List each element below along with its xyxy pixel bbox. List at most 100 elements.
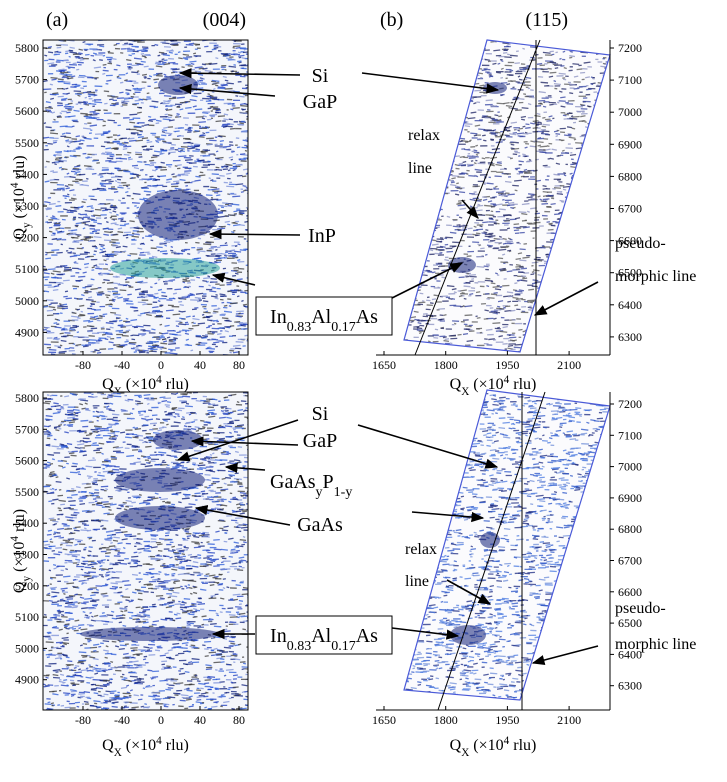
map-speckle — [433, 338, 438, 339]
map-speckle — [170, 50, 173, 51]
map-speckle — [514, 224, 520, 225]
map-speckle — [232, 292, 237, 293]
map-speckle — [401, 61, 406, 62]
map-speckle — [392, 161, 398, 162]
map-speckle — [572, 196, 577, 197]
map-speckle — [105, 152, 112, 153]
map-speckle — [541, 133, 549, 134]
map-speckle — [556, 136, 558, 137]
map-speckle — [540, 325, 545, 326]
map-speckle — [70, 156, 77, 157]
map-speckle — [144, 55, 151, 56]
map-speckle — [51, 277, 56, 278]
map-speckle — [107, 337, 111, 338]
map-speckle — [70, 327, 77, 328]
map-speckle — [385, 51, 390, 52]
map-speckle — [546, 343, 552, 344]
map-speckle — [129, 44, 133, 45]
map-speckle — [485, 254, 487, 255]
map-speckle — [411, 185, 413, 186]
map-speckle — [433, 80, 437, 81]
map-speckle — [48, 47, 52, 48]
map-speckle — [212, 174, 219, 175]
map-speckle — [459, 42, 463, 43]
map-speckle — [551, 204, 556, 205]
map-speckle — [206, 282, 208, 283]
map-speckle — [91, 309, 95, 310]
map-speckle — [198, 251, 206, 252]
map-speckle — [94, 237, 102, 238]
map-speckle — [521, 268, 527, 269]
map-speckle — [601, 352, 603, 353]
map-speckle — [610, 227, 618, 228]
map-speckle — [229, 157, 233, 158]
map-speckle — [199, 82, 205, 83]
map-speckle — [411, 219, 417, 220]
map-speckle — [82, 137, 86, 138]
map-peak — [138, 190, 218, 240]
map-speckle — [225, 80, 228, 81]
map-speckle — [66, 188, 70, 189]
map-speckle — [380, 96, 386, 97]
map-speckle — [465, 306, 473, 307]
map-speckle — [517, 280, 522, 281]
map-speckle — [451, 178, 455, 179]
map-speckle — [396, 345, 398, 346]
map-speckle — [398, 178, 401, 179]
map-speckle — [576, 256, 584, 257]
map-speckle — [448, 347, 456, 348]
map-speckle — [596, 128, 601, 129]
map-speckle — [53, 155, 56, 156]
map-speckle — [581, 272, 588, 273]
map-speckle — [160, 103, 162, 104]
map-speckle — [236, 342, 244, 343]
map-speckle — [238, 55, 244, 56]
map-speckle — [235, 47, 240, 48]
map-speckle — [593, 132, 600, 133]
map-speckle — [154, 107, 158, 108]
map-speckle — [156, 123, 160, 124]
map-speckle — [556, 163, 560, 164]
map-speckle — [47, 252, 54, 253]
map-speckle — [85, 286, 92, 287]
map-speckle — [541, 132, 543, 133]
map-speckle — [576, 111, 581, 112]
map-speckle — [193, 106, 197, 107]
map-speckle — [199, 126, 201, 127]
map-speckle — [132, 49, 135, 50]
map-speckle — [46, 161, 50, 162]
map-speckle — [137, 130, 143, 131]
map-speckle — [90, 115, 98, 116]
map-speckle — [407, 55, 410, 56]
map-speckle — [195, 44, 200, 45]
map-speckle — [64, 151, 69, 152]
map-speckle — [195, 146, 200, 147]
map-speckle — [141, 61, 146, 62]
map-speckle — [233, 230, 235, 231]
map-speckle — [102, 256, 109, 257]
map-speckle — [555, 134, 560, 135]
map-speckle — [167, 337, 170, 338]
map-speckle — [83, 321, 90, 322]
map-speckle — [451, 182, 455, 183]
reflection: (004) — [203, 9, 246, 31]
map-speckle — [63, 209, 67, 210]
map-speckle — [588, 137, 590, 138]
map-speckle — [397, 314, 403, 315]
map-speckle — [498, 63, 501, 64]
map-speckle — [107, 158, 113, 159]
map-speckle — [515, 344, 523, 345]
map-speckle — [555, 348, 559, 349]
map-speckle — [462, 293, 465, 294]
map-speckle — [377, 252, 384, 253]
map-speckle — [195, 109, 202, 110]
map-speckle — [237, 147, 240, 148]
map-speckle — [581, 163, 585, 164]
map-speckle — [498, 258, 503, 259]
map-speckle — [179, 318, 185, 319]
map-speckle — [394, 42, 401, 43]
map-speckle — [396, 209, 400, 210]
map-speckle — [551, 277, 555, 278]
map-speckle — [413, 104, 415, 105]
map-speckle — [171, 174, 174, 175]
